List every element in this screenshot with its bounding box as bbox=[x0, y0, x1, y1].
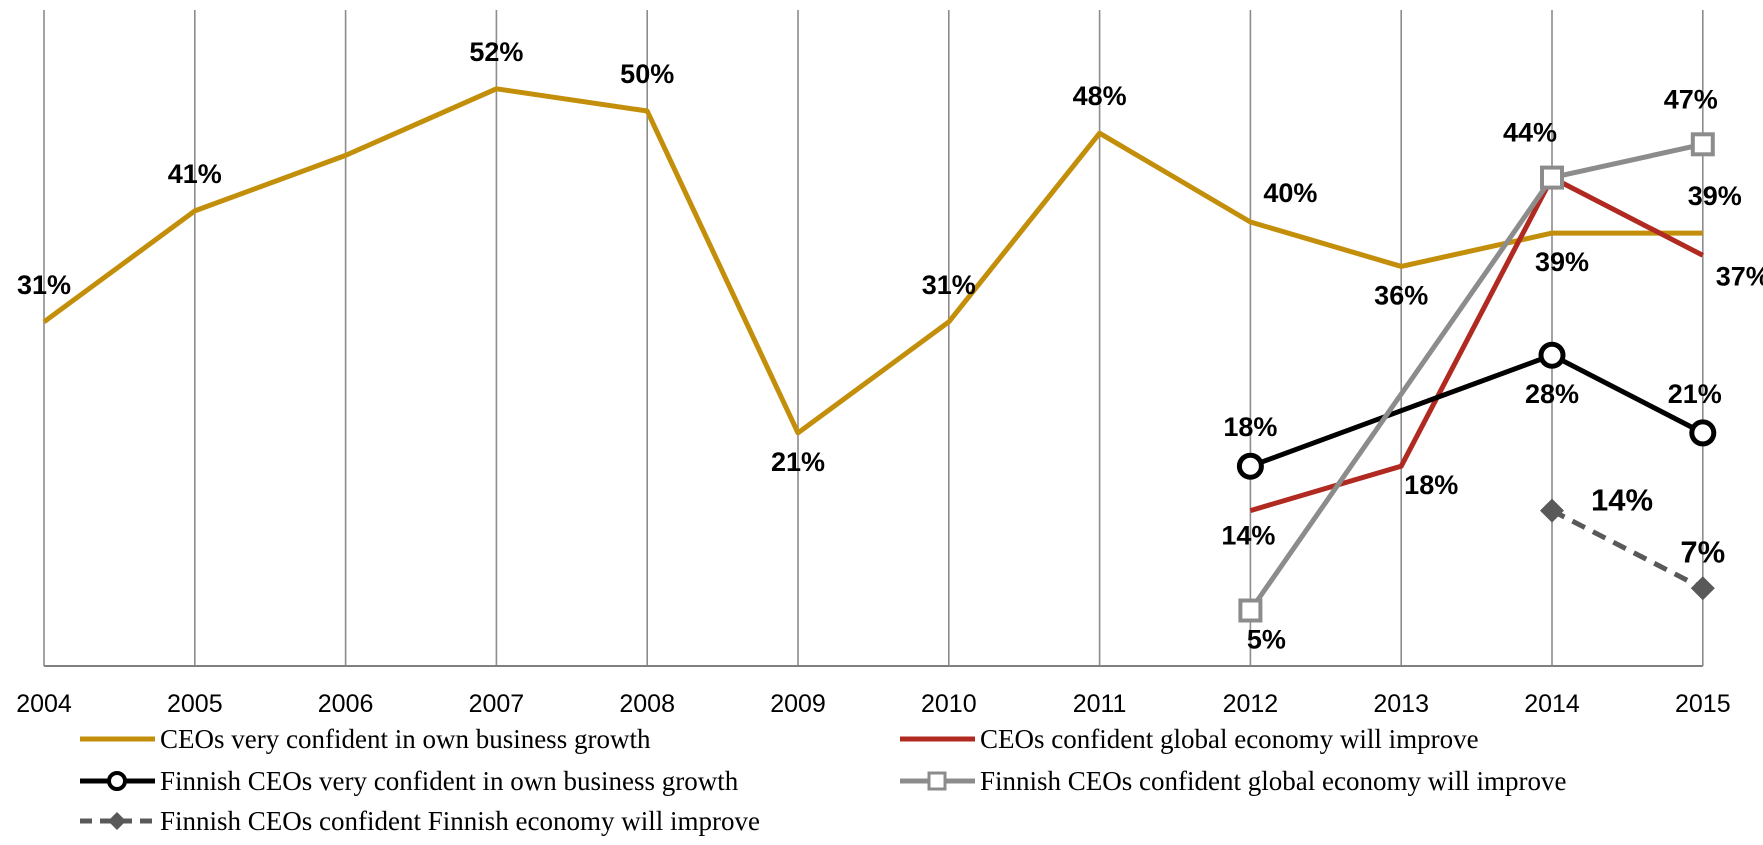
legend-item: Finnish CEOs confident global economy wi… bbox=[900, 766, 1566, 796]
data-label: 39% bbox=[1688, 181, 1742, 211]
data-label: 36% bbox=[1374, 280, 1428, 310]
x-tick-label: 2012 bbox=[1223, 690, 1279, 718]
x-tick-label: 2005 bbox=[167, 690, 223, 718]
data-label: 21% bbox=[771, 447, 825, 477]
legend-marker bbox=[107, 771, 127, 791]
x-tick-label: 2006 bbox=[318, 690, 374, 718]
data-label: 5% bbox=[1247, 625, 1286, 655]
x-tick-labels: 2004 2005 2006 2007 2008 2009 2010 2011 2012 2013… bbox=[16, 690, 1730, 718]
series-line bbox=[1249, 175, 1704, 513]
x-tick-label: 2011 bbox=[1073, 690, 1127, 718]
gridlines bbox=[43, 10, 1704, 666]
legend-label: Finnish CEOs very confident in own busin… bbox=[160, 766, 739, 796]
legend: CEOs very confident in own business grow… bbox=[80, 724, 1566, 836]
x-tick-label: 2004 bbox=[16, 690, 72, 718]
series-line bbox=[42, 86, 1703, 436]
data-label: 31% bbox=[922, 270, 976, 300]
legend-item: CEOs very confident in own business grow… bbox=[80, 724, 651, 754]
legend-label: Finnish CEOs confident Finnish economy w… bbox=[160, 806, 760, 836]
data-label: 7% bbox=[1680, 534, 1725, 569]
x-tick-label: 2013 bbox=[1373, 690, 1429, 718]
x-tick-label: 2014 bbox=[1524, 690, 1580, 718]
data-label: 50% bbox=[620, 59, 674, 89]
legend-item: Finnish CEOs confident Finnish economy w… bbox=[80, 806, 760, 836]
data-label: 31% bbox=[17, 270, 71, 300]
x-tick-label: 2015 bbox=[1675, 690, 1731, 718]
legend-label: CEOs very confident in own business grow… bbox=[160, 724, 651, 754]
series-markers bbox=[1236, 132, 1717, 623]
data-point-circle bbox=[1689, 419, 1717, 447]
data-label: 52% bbox=[469, 37, 523, 67]
legend-marker bbox=[108, 812, 126, 830]
data-point-square bbox=[1690, 132, 1715, 157]
x-tick-label: 2010 bbox=[921, 690, 977, 718]
data-label: 21% bbox=[1668, 379, 1722, 409]
data-label: 14% bbox=[1591, 483, 1653, 518]
data-point-square bbox=[1540, 165, 1564, 190]
data-label: 40% bbox=[1263, 178, 1317, 208]
x-tick-label: 2009 bbox=[770, 690, 826, 718]
data-label: 18% bbox=[1404, 470, 1458, 500]
data-label: 47% bbox=[1664, 84, 1718, 114]
data-point-square bbox=[1238, 598, 1263, 623]
data-label: 37% bbox=[1716, 261, 1763, 291]
x-tick-label: 2008 bbox=[619, 690, 675, 718]
data-label: 28% bbox=[1525, 379, 1579, 409]
data-label: 44% bbox=[1503, 118, 1557, 148]
data-label: 41% bbox=[168, 159, 222, 189]
legend-label: CEOs confident global economy will impro… bbox=[980, 724, 1479, 754]
data-label: 48% bbox=[1073, 81, 1127, 111]
data-point-circle bbox=[1538, 341, 1566, 369]
x-tick-label: 2007 bbox=[469, 690, 525, 718]
data-label: 14% bbox=[1221, 521, 1275, 551]
series-lines bbox=[42, 86, 1704, 612]
series-line bbox=[1249, 352, 1704, 469]
series-line bbox=[1550, 508, 1704, 591]
data-point-diamond bbox=[1540, 498, 1564, 523]
series-line bbox=[1248, 141, 1704, 612]
data-label: 39% bbox=[1535, 247, 1589, 277]
data-label: 18% bbox=[1223, 412, 1277, 442]
legend-item: CEOs confident global economy will impro… bbox=[900, 724, 1479, 754]
data-labels: 31% 41% 52% 50% 21% 31% 48% 40% 36% 39% 39% 14% 18% 3… bbox=[17, 37, 1763, 655]
data-point-diamond bbox=[1690, 576, 1715, 601]
legend-label: Finnish CEOs confident global economy wi… bbox=[980, 766, 1566, 796]
legend-marker bbox=[927, 771, 947, 791]
data-point-circle bbox=[1236, 452, 1264, 480]
legend-item: Finnish CEOs very confident in own busin… bbox=[80, 766, 739, 796]
